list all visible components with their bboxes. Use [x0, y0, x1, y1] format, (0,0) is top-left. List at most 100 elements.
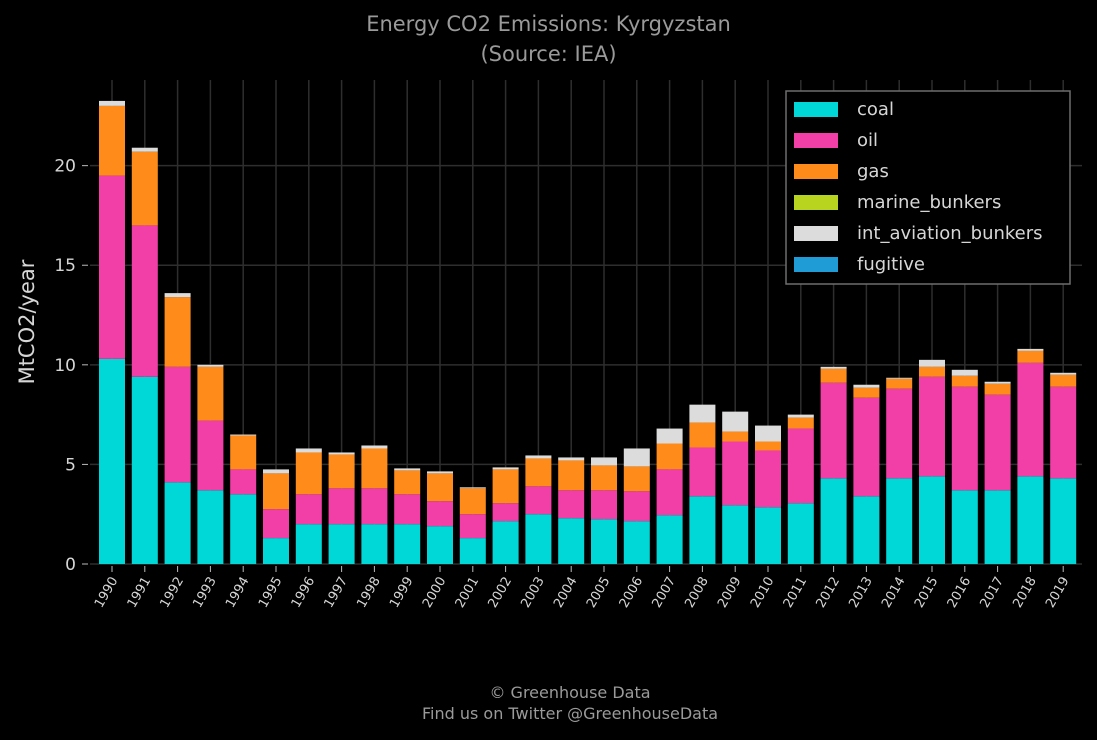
bar-segment-gas: [886, 378, 913, 389]
bar-segment-oil: [295, 494, 322, 525]
bar-segment-oil: [886, 388, 913, 479]
bar-segment-int_aviation_bunkers: [755, 425, 781, 442]
x-tick-label: 2000: [420, 575, 450, 611]
x-tick-label: 2006: [617, 575, 647, 611]
bar-segment-gas: [919, 366, 945, 377]
bar-segment-coal: [394, 524, 421, 564]
bar-segment-gas: [1017, 350, 1044, 363]
bar-segment-oil: [656, 469, 683, 516]
bar-segment-gas: [623, 466, 650, 492]
bar-segment-gas: [787, 417, 814, 429]
x-tick-label: 2008: [682, 575, 712, 611]
x-tick-label: 2007: [650, 575, 680, 611]
bar-segment-coal: [656, 515, 683, 564]
legend-swatch-gas: [794, 164, 838, 179]
legend-label-oil: oil: [857, 130, 878, 151]
x-tick-label: 2013: [846, 575, 876, 611]
x-tick-label: 2005: [584, 575, 614, 611]
footer-twitter: Find us on Twitter @GreenhouseData: [421, 704, 719, 723]
legend-swatch-oil: [794, 133, 838, 148]
x-tick-label: 1995: [256, 575, 286, 611]
y-tick-label: 20: [54, 157, 76, 177]
bar-segment-coal: [263, 538, 289, 564]
bar-segment-coal: [591, 519, 617, 564]
bar-segment-oil: [984, 394, 1011, 491]
bar-segment-int_aviation_bunkers: [1017, 348, 1044, 351]
y-tick-label: 5: [65, 455, 76, 475]
bar-segment-int_aviation_bunkers: [558, 457, 585, 461]
legend-label-gas: gas: [857, 161, 889, 182]
bar-segment-coal: [853, 496, 880, 564]
y-axis-label: MtCO2/year: [15, 259, 39, 384]
bar-segment-coal: [361, 524, 388, 564]
legend-label-int_aviation_bunkers: int_aviation_bunkers: [857, 223, 1043, 244]
bar-segment-oil: [361, 488, 388, 525]
bar-segment-oil: [591, 490, 617, 520]
bar-segment-gas: [394, 470, 421, 495]
bar-segment-coal: [558, 518, 585, 564]
legend-swatch-int_aviation_bunkers: [794, 226, 838, 241]
bar-segment-oil: [1050, 386, 1077, 479]
x-tick-label: 1993: [190, 575, 220, 611]
bar-segment-gas: [361, 448, 388, 489]
legend-swatch-marine_bunkers: [794, 195, 838, 210]
x-tick-label: 2009: [715, 575, 745, 611]
bar-segment-gas: [164, 297, 191, 367]
chart-title: Energy CO2 Emissions: Kyrgyzstan: [366, 12, 731, 36]
x-tick-label: 1992: [158, 575, 188, 611]
bar-segment-int_aviation_bunkers: [164, 293, 191, 298]
bar-segment-int_aviation_bunkers: [394, 468, 421, 471]
bar-segment-coal: [787, 503, 814, 564]
bar-segment-int_aviation_bunkers: [459, 487, 486, 489]
bar-segment-oil: [230, 469, 257, 495]
bar-segment-oil: [427, 501, 453, 527]
bar-segment-int_aviation_bunkers: [656, 428, 683, 444]
bar-segment-int_aviation_bunkers: [787, 414, 814, 418]
x-tick-label: 1998: [354, 575, 384, 611]
bar-segment-oil: [820, 382, 847, 479]
bar-segment-int_aviation_bunkers: [853, 384, 880, 388]
bar-segment-coal: [328, 524, 355, 564]
x-tick-label: 1996: [289, 575, 319, 611]
x-tick-label: 2014: [879, 575, 909, 611]
bar-segment-gas: [558, 460, 585, 491]
x-tick-label: 2010: [748, 575, 778, 611]
bar-segment-gas: [525, 458, 552, 487]
bar-segment-int_aviation_bunkers: [1050, 372, 1077, 375]
x-tick-label: 2018: [1010, 575, 1040, 611]
x-tick-label: 2011: [781, 575, 811, 611]
bar-segment-oil: [131, 225, 158, 377]
bar-segment-gas: [722, 431, 749, 442]
bar-segment-int_aviation_bunkers: [492, 467, 519, 470]
footer-copyright: © Greenhouse Data: [489, 683, 651, 702]
bar-segment-coal: [951, 490, 978, 564]
bar-segment-coal: [230, 494, 257, 564]
bar-segment-gas: [263, 473, 289, 510]
bar-segment-coal: [820, 478, 847, 564]
bar-segment-int_aviation_bunkers: [131, 147, 158, 152]
bar-segment-oil: [99, 175, 125, 359]
bar-segment-coal: [131, 376, 158, 564]
bar-segment-oil: [558, 490, 585, 519]
bar-segment-coal: [1050, 478, 1077, 564]
bar-segment-oil: [525, 486, 552, 515]
y-tick-label: 0: [65, 555, 76, 575]
x-tick-label: 2019: [1043, 575, 1073, 611]
bar-segment-int_aviation_bunkers: [984, 381, 1011, 384]
bar-segment-gas: [492, 469, 519, 504]
bar-segment-gas: [459, 488, 486, 515]
bar-segment-int_aviation_bunkers: [722, 411, 749, 432]
bar-segment-oil: [787, 428, 814, 504]
x-tick-label: 2012: [814, 575, 844, 611]
bar-segment-gas: [197, 366, 224, 421]
x-tick-label: 2003: [518, 575, 548, 611]
bar-segment-coal: [525, 514, 552, 564]
bar-segment-coal: [99, 358, 125, 564]
bar-segment-int_aviation_bunkers: [951, 369, 978, 376]
x-tick-label: 1997: [322, 575, 352, 611]
x-tick-label: 1999: [387, 575, 417, 611]
x-tick-label: 2001: [453, 575, 483, 611]
bar-segment-coal: [623, 521, 650, 564]
bar-segment-gas: [328, 454, 355, 489]
